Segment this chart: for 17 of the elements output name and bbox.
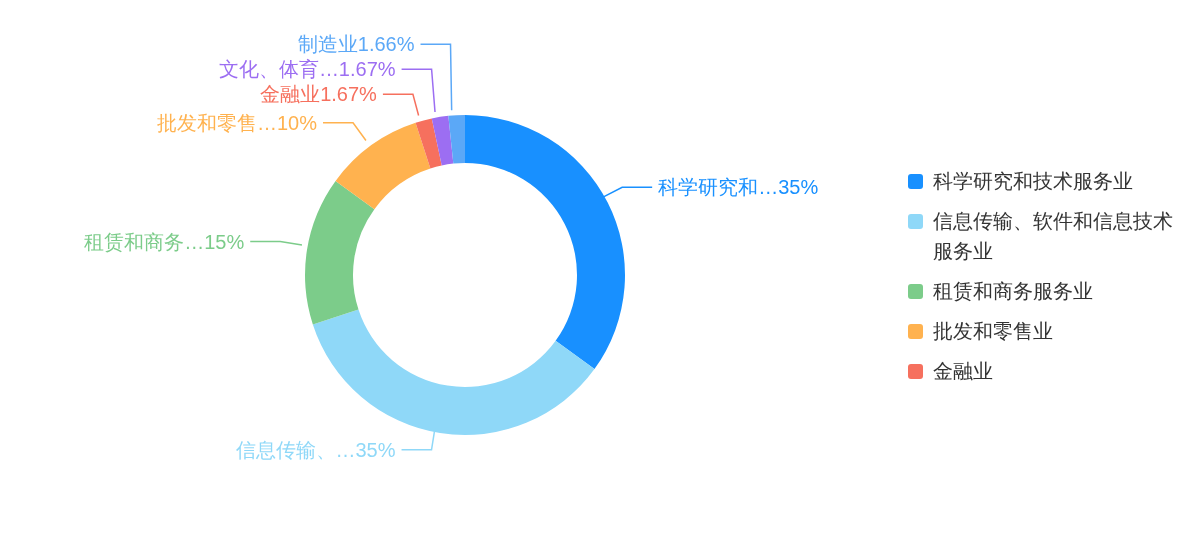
donut-slice	[305, 180, 375, 325]
donut-slice	[431, 115, 454, 166]
data-label: 金融业1.67%	[260, 83, 378, 106]
data-label: 信息传输、…35%	[235, 438, 396, 461]
donut-slice	[335, 122, 431, 210]
legend-label: 批发和零售业	[933, 319, 1053, 344]
data-label: 制造业1.66%	[297, 33, 415, 56]
data-label: 科学研究和…35%	[658, 176, 819, 199]
legend-label: 金融业	[933, 359, 993, 384]
data-label: 租赁和商务…15%	[84, 230, 245, 253]
legend-label: 租赁和商务服务业	[933, 279, 1093, 304]
data-label: 批发和零售…10%	[157, 111, 318, 134]
legend-label: 信息传输、软件和信息技术服务业	[933, 209, 1174, 264]
donut-slice	[448, 115, 465, 164]
legend-label: 科学研究和技术服务业	[933, 169, 1133, 194]
donut-slice	[415, 118, 442, 169]
data-label: 文化、体育…1.67%	[218, 58, 396, 81]
